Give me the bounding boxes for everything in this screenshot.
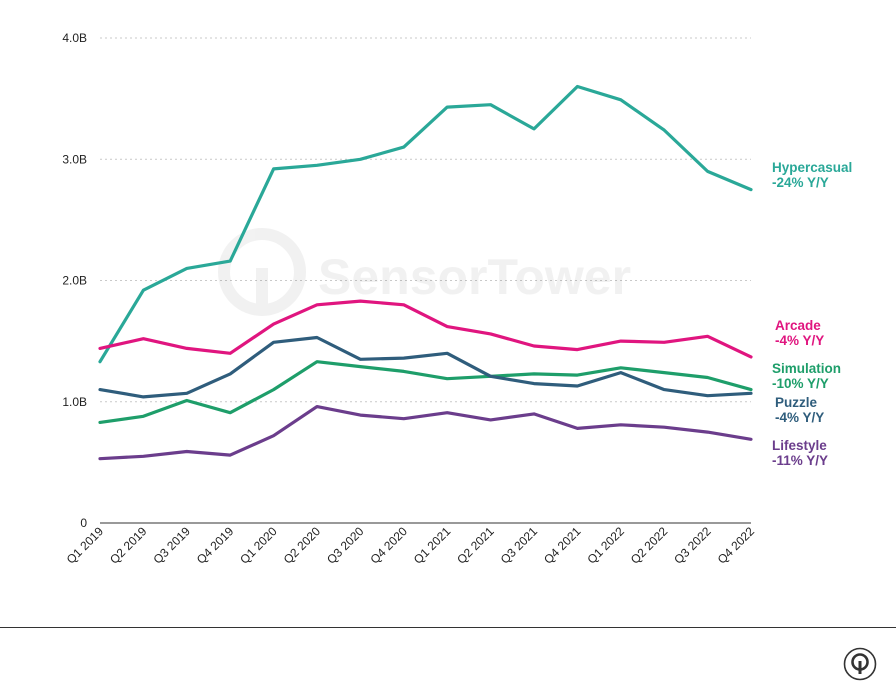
x-tick-label: Q2 2021 bbox=[454, 524, 497, 567]
series-label-simulation: Simulation bbox=[772, 361, 841, 376]
y-tick-label: 0 bbox=[80, 516, 87, 530]
series-line-lifestyle bbox=[98, 405, 753, 461]
watermark-logo-stem bbox=[256, 268, 268, 314]
series-change-arcade: -4% Y/Y bbox=[775, 333, 824, 348]
y-axis-ticks: 0 1.0B 2.0B 3.0B 4.0B bbox=[62, 31, 87, 530]
series-label-hypercasual: Hypercasual bbox=[772, 160, 852, 175]
x-axis-ticks: Q1 2019 Q2 2019 Q3 2019 Q4 2019 Q1 2020 Q2 20… bbox=[64, 524, 758, 567]
watermark: SensorTower bbox=[218, 228, 631, 316]
series-label-lifestyle: Lifestyle bbox=[772, 438, 827, 453]
x-tick-label: Q4 2020 bbox=[367, 524, 410, 567]
series-line-arcade bbox=[98, 299, 753, 359]
watermark-text: SensorTower bbox=[318, 249, 631, 305]
y-tick-label: 2.0B bbox=[62, 274, 87, 288]
gridlines bbox=[100, 37, 751, 403]
x-tick-label: Q4 2021 bbox=[541, 524, 584, 567]
x-tick-label: Q4 2022 bbox=[715, 524, 758, 567]
x-tick-label: Q3 2020 bbox=[324, 524, 367, 567]
footer-divider bbox=[0, 627, 896, 628]
x-tick-label: Q2 2022 bbox=[628, 524, 671, 567]
x-tick-label: Q4 2019 bbox=[194, 524, 237, 567]
x-tick-label: Q1 2022 bbox=[584, 524, 627, 567]
x-tick-label: Q3 2019 bbox=[150, 524, 193, 567]
y-tick-label: 3.0B bbox=[62, 152, 87, 166]
series-lines bbox=[98, 84, 753, 461]
series-change-hypercasual: -24% Y/Y bbox=[772, 175, 829, 190]
y-tick-label: 4.0B bbox=[62, 31, 87, 45]
x-tick-label: Q3 2021 bbox=[498, 524, 541, 567]
series-line-simulation bbox=[98, 360, 753, 424]
y-tick-label: 1.0B bbox=[62, 395, 87, 409]
x-tick-label: Q3 2022 bbox=[671, 524, 714, 567]
x-tick-label: Q1 2021 bbox=[411, 524, 454, 567]
x-tick-label: Q1 2020 bbox=[237, 524, 280, 567]
x-tick-label: Q2 2019 bbox=[107, 524, 150, 567]
series-label-arcade: Arcade bbox=[775, 318, 821, 333]
series-change-puzzle: -4% Y/Y bbox=[775, 410, 824, 425]
series-label-puzzle: Puzzle bbox=[775, 395, 818, 410]
x-tick-label: Q1 2019 bbox=[64, 524, 107, 567]
x-tick-label: Q2 2020 bbox=[281, 524, 324, 567]
watermark-logo-icon bbox=[218, 228, 306, 316]
series-line-hypercasual bbox=[98, 84, 753, 364]
series-change-lifestyle: -11% Y/Y bbox=[772, 453, 828, 468]
sensortower-logo-icon[interactable] bbox=[843, 647, 877, 681]
chart: SensorTower 01.0B2.0B3.0B4.0B Q1 2019 Q2 … bbox=[62, 31, 852, 567]
series-line-puzzle bbox=[98, 335, 753, 399]
series-change-simulation: -10% Y/Y bbox=[772, 376, 829, 391]
